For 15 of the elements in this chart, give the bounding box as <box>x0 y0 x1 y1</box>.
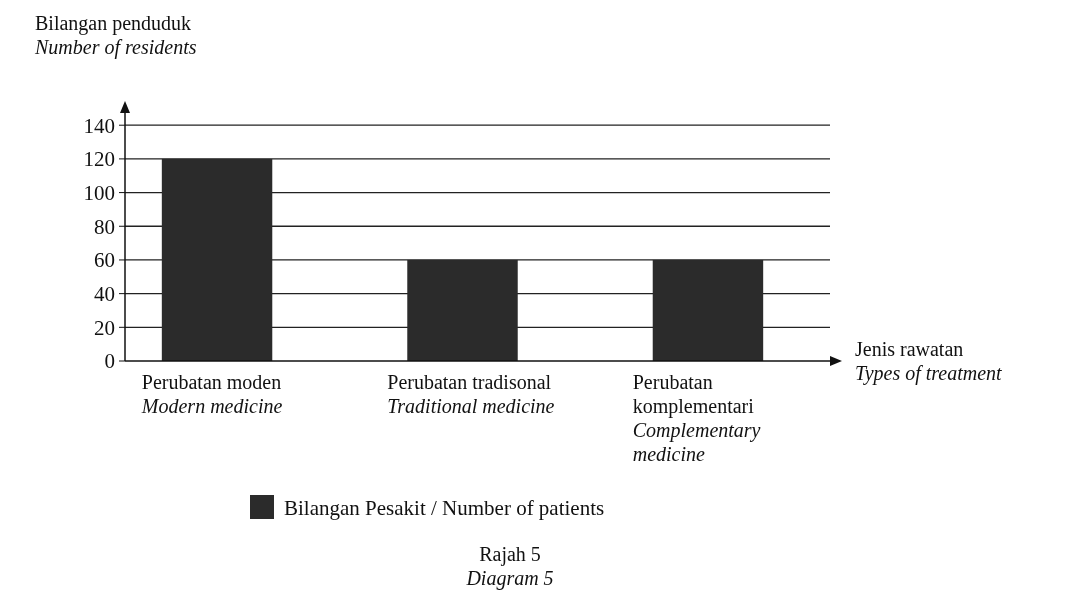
x-tick-label: Perubatan komplementari Complementary medicine <box>632 371 761 465</box>
x-axis-title: Jenis rawatan Types of treatment <box>855 338 1003 385</box>
y-axis-title: Bilangan penduduk Number of residents <box>34 12 197 59</box>
y-tick-label: 80 <box>94 214 115 239</box>
y-tick-label: 40 <box>94 281 115 306</box>
legend-label: Bilangan Pesakit / Number of patients <box>284 496 605 520</box>
text: Rajah 5 Diagram 5 <box>465 543 554 590</box>
y-tick-label: 120 <box>83 147 115 172</box>
y-tick-label: 140 <box>83 113 115 138</box>
y-tick-label: 60 <box>94 248 115 273</box>
y-tick-label: 100 <box>83 180 115 205</box>
y-tick-label: 0 <box>104 349 115 374</box>
x-tick-label: Perubatan moden Modern medicine <box>140 371 283 417</box>
y-tick-label: 20 <box>94 315 115 340</box>
x-tick-label: Perubatan tradisonal Traditional medicine <box>387 371 555 417</box>
